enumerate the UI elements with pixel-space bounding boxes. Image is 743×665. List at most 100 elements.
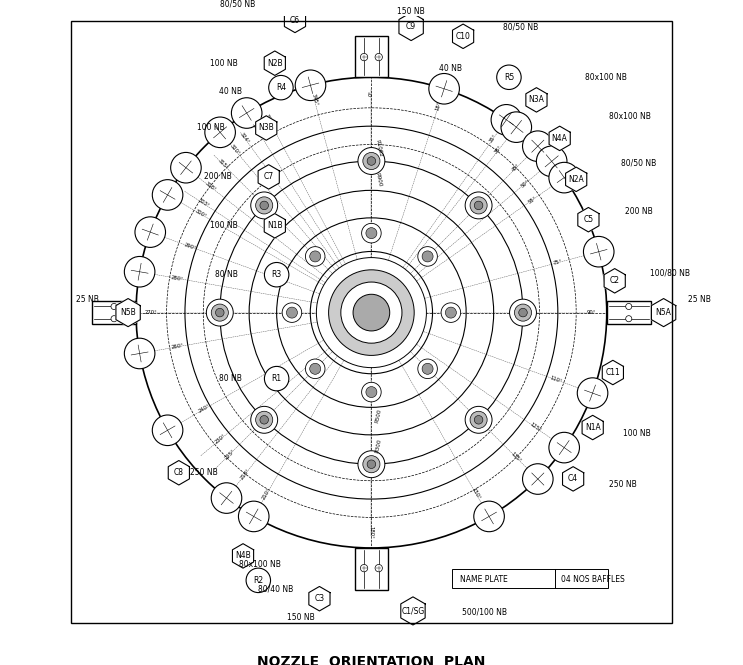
Circle shape — [305, 247, 325, 266]
Polygon shape — [233, 544, 253, 568]
Circle shape — [305, 359, 325, 378]
Text: 100 NB: 100 NB — [623, 429, 651, 438]
Text: 345°: 345° — [311, 93, 319, 107]
Text: 200 NB: 200 NB — [625, 207, 653, 216]
Circle shape — [135, 217, 166, 247]
Circle shape — [474, 501, 504, 532]
Text: 55°: 55° — [528, 195, 538, 204]
Text: C7: C7 — [264, 172, 273, 182]
Circle shape — [536, 146, 567, 177]
Circle shape — [358, 148, 385, 174]
Circle shape — [363, 152, 380, 170]
Circle shape — [265, 263, 289, 287]
Text: 80 NB: 80 NB — [215, 270, 239, 279]
Circle shape — [626, 303, 632, 309]
Circle shape — [260, 201, 268, 209]
Circle shape — [470, 411, 487, 428]
Text: 45°: 45° — [511, 163, 522, 173]
Text: R5: R5 — [504, 72, 514, 82]
Circle shape — [310, 363, 321, 374]
Text: C11: C11 — [606, 368, 620, 377]
Text: 25 NB: 25 NB — [77, 295, 100, 304]
Circle shape — [362, 223, 381, 243]
Text: C5: C5 — [583, 215, 594, 224]
Text: R2: R2 — [253, 576, 263, 585]
Circle shape — [282, 303, 302, 323]
Circle shape — [360, 53, 368, 61]
Polygon shape — [604, 269, 626, 293]
Polygon shape — [400, 597, 425, 625]
Circle shape — [362, 382, 381, 402]
Circle shape — [295, 70, 325, 100]
Text: N3A: N3A — [528, 95, 545, 104]
Polygon shape — [399, 13, 424, 41]
Text: 303°: 303° — [197, 198, 210, 209]
Bar — [354, 548, 388, 590]
Text: 150 NB: 150 NB — [398, 7, 425, 17]
Text: C9: C9 — [406, 22, 416, 31]
Text: 90°: 90° — [587, 310, 596, 315]
Circle shape — [328, 270, 414, 355]
Circle shape — [626, 316, 632, 322]
Text: N4A: N4A — [552, 134, 568, 143]
Text: 300°: 300° — [194, 209, 207, 219]
Polygon shape — [526, 88, 547, 112]
Text: 25 NB: 25 NB — [688, 295, 711, 304]
Circle shape — [366, 386, 377, 398]
Polygon shape — [265, 213, 285, 238]
Text: R900: R900 — [374, 172, 383, 187]
Circle shape — [366, 227, 377, 239]
Text: 18°: 18° — [435, 101, 442, 112]
Circle shape — [519, 309, 528, 317]
Text: 250 NB: 250 NB — [189, 468, 218, 477]
Text: 280°: 280° — [171, 275, 184, 282]
Polygon shape — [578, 207, 599, 232]
Polygon shape — [549, 126, 571, 150]
Circle shape — [583, 237, 614, 267]
Polygon shape — [562, 467, 584, 491]
Text: 315°: 315° — [218, 158, 230, 171]
Text: 40 NB: 40 NB — [439, 64, 462, 72]
Circle shape — [152, 180, 183, 210]
Text: C3: C3 — [314, 595, 325, 603]
Text: C10: C10 — [455, 32, 470, 41]
Circle shape — [501, 112, 531, 142]
Text: 100 NB: 100 NB — [210, 221, 239, 230]
Text: 80/50 NB: 80/50 NB — [621, 158, 656, 168]
Text: 125°: 125° — [529, 422, 542, 434]
Circle shape — [522, 131, 553, 162]
Text: C4: C4 — [568, 474, 578, 483]
Text: 100 NB: 100 NB — [197, 124, 224, 132]
Text: NAME PLATE: NAME PLATE — [460, 575, 507, 584]
Circle shape — [418, 247, 438, 266]
Text: 320°: 320° — [229, 143, 241, 156]
Circle shape — [256, 197, 273, 214]
Polygon shape — [256, 116, 277, 140]
Polygon shape — [168, 461, 189, 485]
Polygon shape — [565, 167, 587, 192]
Text: 80x100 NB: 80x100 NB — [609, 112, 650, 122]
Circle shape — [317, 257, 426, 368]
Text: N5B: N5B — [120, 308, 136, 317]
Polygon shape — [116, 299, 140, 327]
Circle shape — [441, 303, 461, 323]
Circle shape — [522, 464, 553, 494]
Circle shape — [375, 53, 383, 61]
Text: C2: C2 — [610, 277, 620, 285]
Polygon shape — [582, 416, 603, 440]
Circle shape — [205, 117, 236, 148]
Text: N1B: N1B — [267, 221, 282, 230]
Circle shape — [260, 416, 268, 424]
Circle shape — [111, 316, 117, 322]
Text: C1/SG: C1/SG — [401, 606, 424, 615]
Circle shape — [215, 309, 224, 317]
Circle shape — [269, 75, 293, 100]
Text: 180°: 180° — [369, 526, 374, 539]
Circle shape — [341, 282, 402, 343]
Text: 332°: 332° — [264, 112, 274, 126]
Text: R300: R300 — [374, 438, 383, 454]
Text: N2A: N2A — [568, 175, 584, 184]
Circle shape — [375, 565, 383, 572]
Text: 0°: 0° — [369, 90, 374, 96]
Text: 150 NB: 150 NB — [288, 612, 315, 622]
